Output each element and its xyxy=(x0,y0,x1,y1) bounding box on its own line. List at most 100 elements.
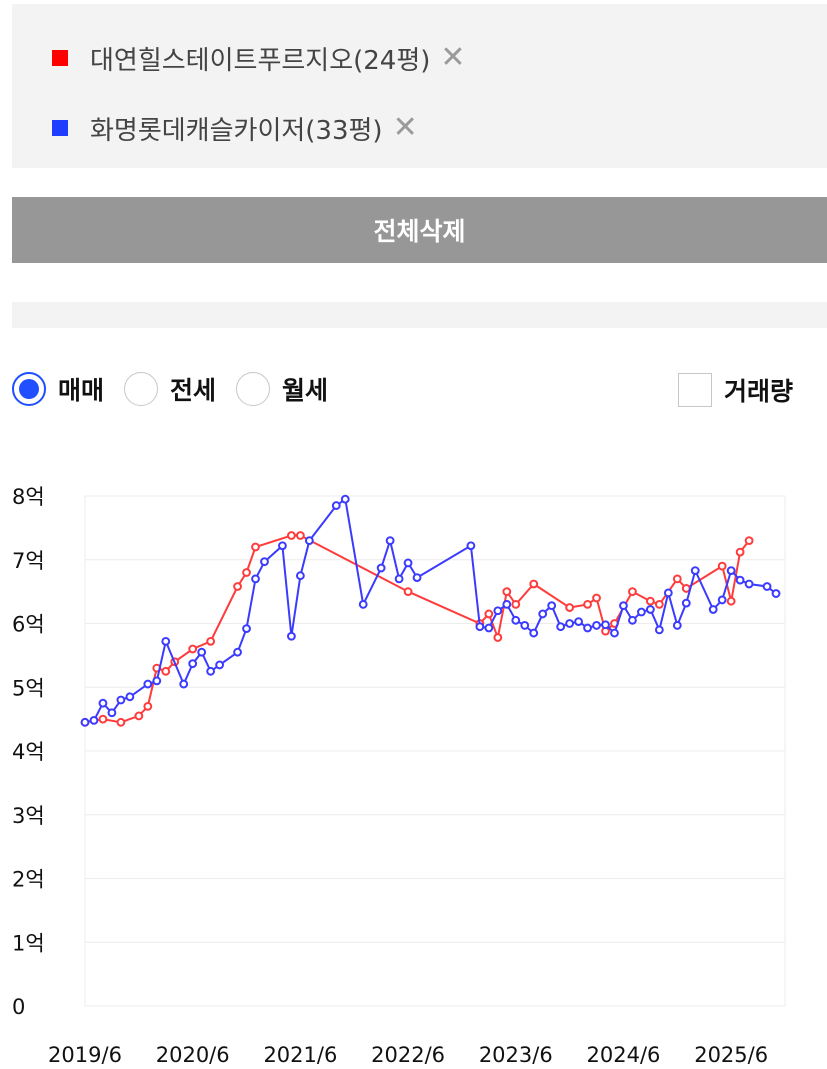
volume-checkbox[interactable]: 거래량 xyxy=(678,372,793,408)
data-point xyxy=(107,708,117,718)
data-point xyxy=(574,617,583,626)
data-point xyxy=(161,666,171,676)
data-point xyxy=(179,679,189,689)
data-point xyxy=(628,615,637,625)
data-point xyxy=(735,547,745,557)
radio-empty-icon xyxy=(124,372,159,406)
radio-label: 전세 xyxy=(170,376,217,405)
y-tick-label: 7억 xyxy=(12,549,45,573)
data-point xyxy=(161,636,171,646)
data-point xyxy=(592,621,601,630)
data-point xyxy=(717,561,727,571)
data-point xyxy=(358,599,368,609)
data-point xyxy=(708,605,718,614)
data-point xyxy=(762,582,772,591)
data-point xyxy=(681,598,691,608)
data-point xyxy=(484,609,494,619)
radio-empty-icon xyxy=(236,372,271,406)
y-tick-label: 4억 xyxy=(12,740,45,764)
data-point xyxy=(565,603,575,612)
y-tick-label: 0 xyxy=(12,995,25,1019)
delete-all-button[interactable]: 전체삭제 xyxy=(12,197,827,263)
data-point xyxy=(242,568,251,577)
data-point xyxy=(556,622,566,632)
data-point xyxy=(242,624,251,634)
data-point xyxy=(511,599,521,609)
data-point xyxy=(116,695,126,705)
data-point xyxy=(98,698,108,708)
data-point xyxy=(547,601,557,611)
x-tick-label: 2024/6 xyxy=(587,1043,661,1067)
data-point xyxy=(251,542,260,552)
data-point xyxy=(735,575,745,585)
data-point xyxy=(260,557,269,567)
radio-label: 월세 xyxy=(282,376,329,405)
data-point xyxy=(663,588,673,598)
y-tick-label: 5억 xyxy=(12,676,45,700)
data-point xyxy=(251,574,260,584)
radio-label: 매매 xyxy=(58,376,105,405)
data-point xyxy=(188,659,198,669)
data-point xyxy=(295,571,305,581)
compare-item: 화명롯데캐슬카이저(33평) ✕ xyxy=(52,108,418,148)
data-point xyxy=(583,599,592,609)
data-point xyxy=(645,596,655,606)
close-icon[interactable]: ✕ xyxy=(392,110,418,145)
data-point xyxy=(565,619,575,628)
data-point xyxy=(681,584,691,593)
radio-sale[interactable]: 매매 xyxy=(12,371,104,407)
data-point xyxy=(771,589,781,598)
x-tick-label: 2022/6 xyxy=(371,1043,445,1067)
radio-selected-icon xyxy=(12,372,46,406)
data-point xyxy=(654,625,664,635)
series-line-1 xyxy=(84,534,750,724)
x-tick-label: 2020/6 xyxy=(156,1043,230,1067)
data-point xyxy=(726,596,736,606)
compare-item: 대연힐스테이트푸르지오(24평) ✕ xyxy=(52,38,466,78)
data-point xyxy=(134,711,144,721)
data-point xyxy=(628,587,637,597)
radio-jeonse[interactable]: 전세 xyxy=(124,371,216,407)
data-point xyxy=(717,595,727,605)
data-point xyxy=(403,587,413,597)
data-point xyxy=(493,606,503,616)
data-point xyxy=(726,566,736,575)
data-point xyxy=(493,633,503,642)
data-point xyxy=(143,701,153,711)
data-point xyxy=(529,628,539,638)
radio-monthly-rent[interactable]: 월세 xyxy=(236,371,328,407)
close-icon[interactable]: ✕ xyxy=(440,40,466,75)
series-line-2 xyxy=(84,497,777,724)
y-tick-label: 6억 xyxy=(12,613,45,637)
data-point xyxy=(502,599,512,609)
data-point xyxy=(403,558,413,568)
data-point xyxy=(143,679,153,689)
data-point xyxy=(466,541,476,551)
data-point xyxy=(152,676,162,686)
data-point xyxy=(206,636,216,646)
legend-swatch-red xyxy=(52,50,68,66)
data-point xyxy=(287,531,296,540)
data-point xyxy=(610,628,619,638)
data-point xyxy=(538,609,548,619)
data-point xyxy=(233,647,242,657)
legend-swatch-blue xyxy=(52,120,68,136)
compare-item-name: 화명롯데캐슬카이저(33평) xyxy=(90,115,383,146)
data-point xyxy=(98,714,108,724)
section-divider xyxy=(12,302,827,328)
data-point xyxy=(672,574,682,584)
data-point xyxy=(744,579,754,589)
data-point xyxy=(233,582,242,591)
data-point xyxy=(89,716,99,725)
checkbox-icon xyxy=(678,373,712,407)
data-point xyxy=(475,622,485,632)
data-point xyxy=(583,623,592,633)
data-point xyxy=(188,644,198,654)
data-point xyxy=(215,660,225,670)
data-point xyxy=(385,536,395,546)
data-point xyxy=(502,587,512,597)
data-point xyxy=(295,531,305,540)
data-point xyxy=(412,573,422,582)
data-point xyxy=(744,536,754,546)
data-point xyxy=(672,621,682,630)
